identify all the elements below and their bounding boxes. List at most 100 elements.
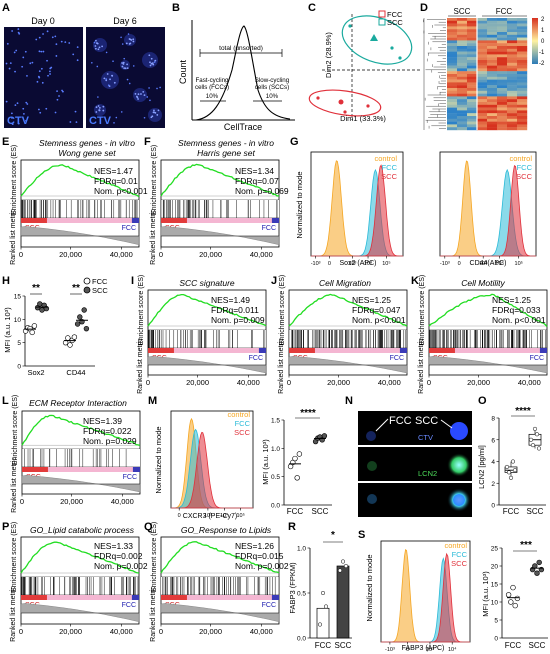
data-point [77,314,83,320]
y-tick: 0.0 [297,636,306,643]
ctv-label-day0: CTV [7,115,30,127]
y-tick: 0 [17,364,21,371]
panel-label-a: A [2,2,10,14]
e-title-1: Stemness genes - in vitro [39,138,135,148]
panel-label-h: H [2,275,10,287]
data-point [294,475,300,481]
n-label-scc: SCC [415,415,438,427]
s-legend-control: control [444,541,467,550]
gsea-es-label: Enrichment score (ES) [11,145,18,215]
data-point [37,301,43,307]
b-scc-line2: cells (SCCs) [255,84,289,91]
g1-legend-control: control [374,154,397,163]
data-point [510,459,516,464]
r-sig: * [331,530,335,541]
n-label-lcn2: LCN2 [418,469,437,478]
enrichment-curve [20,541,140,574]
s-legend-scc: SCC [451,559,467,568]
data-point [340,559,346,564]
panel-label-m: M [148,395,157,407]
gsea-label-right: FCC [530,355,544,362]
gsea-label-right: FCC [262,602,276,609]
gsea-xtick: 0 [159,250,163,259]
scc-histogram [381,552,470,643]
data-point [530,443,536,448]
data-point [514,595,521,602]
m-sig: **** [300,408,316,419]
panel-label-q: Q [144,521,153,533]
data-point [317,622,323,627]
data-point [512,468,518,473]
p-stat-nes: NES=1.33 [94,541,133,551]
r-cat-fcc: FCC [315,641,332,650]
l-stat-nes: NES=1.39 [83,416,122,426]
panel-label-b: B [172,2,180,14]
g-xlabel-sox2: Sox2 (APC) [340,260,377,267]
fcc-histogram [381,557,470,643]
flow-xtick: 0 [406,647,409,653]
k-stat-p: Nom. p<0.001 [492,315,546,325]
data-point [536,559,542,566]
flow-xtick: 0 [458,261,461,267]
r-ylabel: FABP3 (FPKM) [288,562,297,614]
n-cells [366,422,471,512]
flow-xtick: -10³ [385,647,395,653]
data-point [510,584,516,591]
data-point [534,570,540,576]
cbar-tick-2: 2 [541,17,545,23]
data-point [505,592,512,598]
pca-plot [308,10,420,120]
l-stat-p: Nom. p=0.029 [83,436,137,446]
y-tick: 6 [491,437,495,444]
f-stat-nes: NES=1.34 [235,166,274,176]
y-tick: 0 [494,636,498,643]
ranked-metric-area [160,603,280,623]
gsea-xtick: 20,000 [59,627,82,636]
flow-histogram-s: -10³ 0 10³ 10⁴ [380,540,471,653]
rank-colorbar [21,218,139,223]
gsea-xtick: 0 [146,378,150,387]
data-point [83,325,90,332]
s-xlabel: FABP3 (APC) [402,645,445,652]
fcc-centroid [338,99,344,105]
q-stat-fdr: FDRq=0.015 [235,551,284,561]
data-point [512,602,518,609]
e-stat-p: Nom. p<0.001 [94,186,148,196]
i-stat-p: Nom. p=0.009 [211,315,265,325]
gsea-xtick: 0 [19,250,23,259]
panel-label-n: N [345,395,353,407]
flow-xtick: 10³ [348,261,356,267]
scc-histogram [171,431,253,509]
y-tick: 0.5 [271,474,280,481]
gsea-label-right: FCC [123,474,137,481]
data-point [536,446,542,451]
boxplot-o: 0 2 4 6 8 [491,416,546,510]
panel-label-g: G [290,136,299,148]
data-point [81,307,87,313]
gsea-rank-label: Ranked list metric [10,586,17,642]
gsea-xtick: 40,000 [378,378,401,387]
j-stat-fdr: FDRq=0.047 [352,305,401,315]
c-legend-fcc: FCC [387,10,403,19]
data-point [508,599,514,605]
microscopy-day0 [4,14,83,128]
h-sig-sox2: ** [32,283,40,294]
h-legend-fcc: FCC [92,277,108,286]
y-tick: 1.5 [271,418,280,425]
enrichment-curve [160,541,280,574]
ranked-metric-area [288,356,408,374]
gsea-label-right: FCC [249,355,263,362]
rank-colorbar [429,348,547,353]
n-label-fcc: FCC [389,415,412,427]
c-xlabel: Dim1 (33.3%) [340,114,386,123]
m-xlabel: CXCR3 (PE-Cy7) [183,513,237,520]
bar [336,565,350,639]
gsea-xtick: 40,000 [110,250,133,259]
m-cat-scc: SCC [312,507,329,516]
m-bar-ylabel: MFI (a.u. 10³) [261,439,270,485]
gsea-xtick: 20,000 [327,378,350,387]
y-tick: 5 [494,618,498,625]
